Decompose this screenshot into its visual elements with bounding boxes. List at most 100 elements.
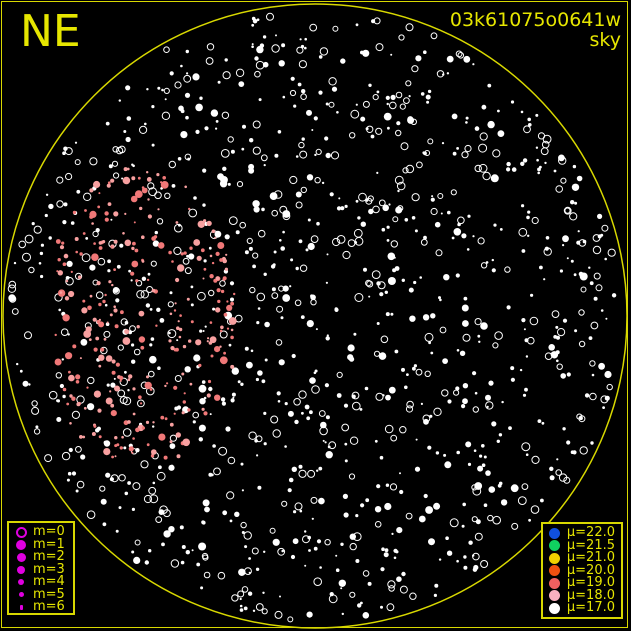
star (159, 318, 165, 323)
star (423, 493, 428, 499)
star (549, 475, 555, 481)
star (240, 521, 247, 529)
star (486, 405, 489, 408)
star (386, 239, 390, 242)
star (394, 175, 404, 185)
star (28, 266, 35, 274)
star (112, 287, 120, 295)
star (110, 410, 117, 417)
star (309, 410, 313, 415)
star (343, 512, 349, 518)
star (125, 240, 128, 243)
star (214, 346, 221, 353)
star (387, 580, 396, 589)
star (319, 566, 322, 569)
star (160, 415, 165, 420)
star (384, 290, 388, 294)
star (145, 420, 150, 424)
star (222, 510, 228, 516)
star (168, 160, 177, 169)
star (278, 359, 285, 366)
star (430, 313, 436, 319)
star (240, 382, 244, 386)
star (220, 149, 230, 158)
star (107, 202, 112, 207)
star (289, 285, 292, 288)
star (560, 373, 566, 379)
star (395, 206, 403, 214)
star (148, 187, 158, 197)
star (481, 104, 487, 110)
star (372, 94, 379, 101)
star (325, 336, 330, 341)
star (384, 424, 394, 434)
star (87, 403, 95, 411)
star (347, 344, 355, 352)
star (274, 610, 283, 619)
star (455, 273, 460, 278)
star (85, 237, 89, 240)
brightness-label: μ=22.0 (566, 525, 615, 541)
star (137, 176, 141, 180)
star (477, 334, 481, 338)
star (374, 439, 378, 443)
star (108, 280, 112, 284)
star (79, 252, 83, 256)
star (152, 421, 155, 424)
star (405, 405, 414, 413)
star (98, 354, 105, 361)
star (182, 400, 186, 404)
star (457, 52, 465, 59)
star (210, 109, 219, 117)
star (255, 435, 263, 443)
star (578, 309, 585, 316)
star (525, 453, 529, 457)
star (282, 95, 286, 99)
star (60, 328, 69, 337)
star (164, 192, 171, 200)
star (325, 152, 331, 159)
star (127, 378, 131, 382)
star (11, 308, 19, 315)
star (400, 142, 409, 151)
star (59, 291, 63, 294)
star (119, 243, 124, 248)
star (571, 183, 580, 191)
star (290, 554, 296, 560)
star (184, 366, 191, 373)
star (277, 547, 286, 556)
star (556, 359, 559, 363)
star (451, 236, 455, 240)
star (527, 117, 531, 122)
star (112, 146, 119, 153)
star (278, 60, 285, 67)
star (310, 299, 317, 306)
star (188, 253, 195, 260)
star (45, 193, 49, 196)
star (33, 428, 41, 435)
star (388, 386, 396, 394)
star (80, 454, 86, 460)
star (230, 297, 234, 302)
star (67, 471, 72, 476)
star (392, 216, 399, 223)
star (294, 419, 299, 425)
star (328, 101, 335, 108)
star (306, 611, 313, 618)
star (419, 276, 423, 279)
star (54, 358, 62, 366)
star (192, 420, 196, 424)
star (322, 439, 325, 442)
star (455, 50, 463, 58)
star (236, 181, 244, 188)
star (167, 329, 177, 339)
star (478, 467, 481, 470)
star (485, 261, 489, 264)
star (539, 265, 543, 270)
star (293, 510, 297, 514)
star (445, 536, 449, 540)
star (374, 521, 382, 528)
star (273, 250, 277, 254)
star (179, 525, 184, 530)
star (205, 57, 214, 65)
